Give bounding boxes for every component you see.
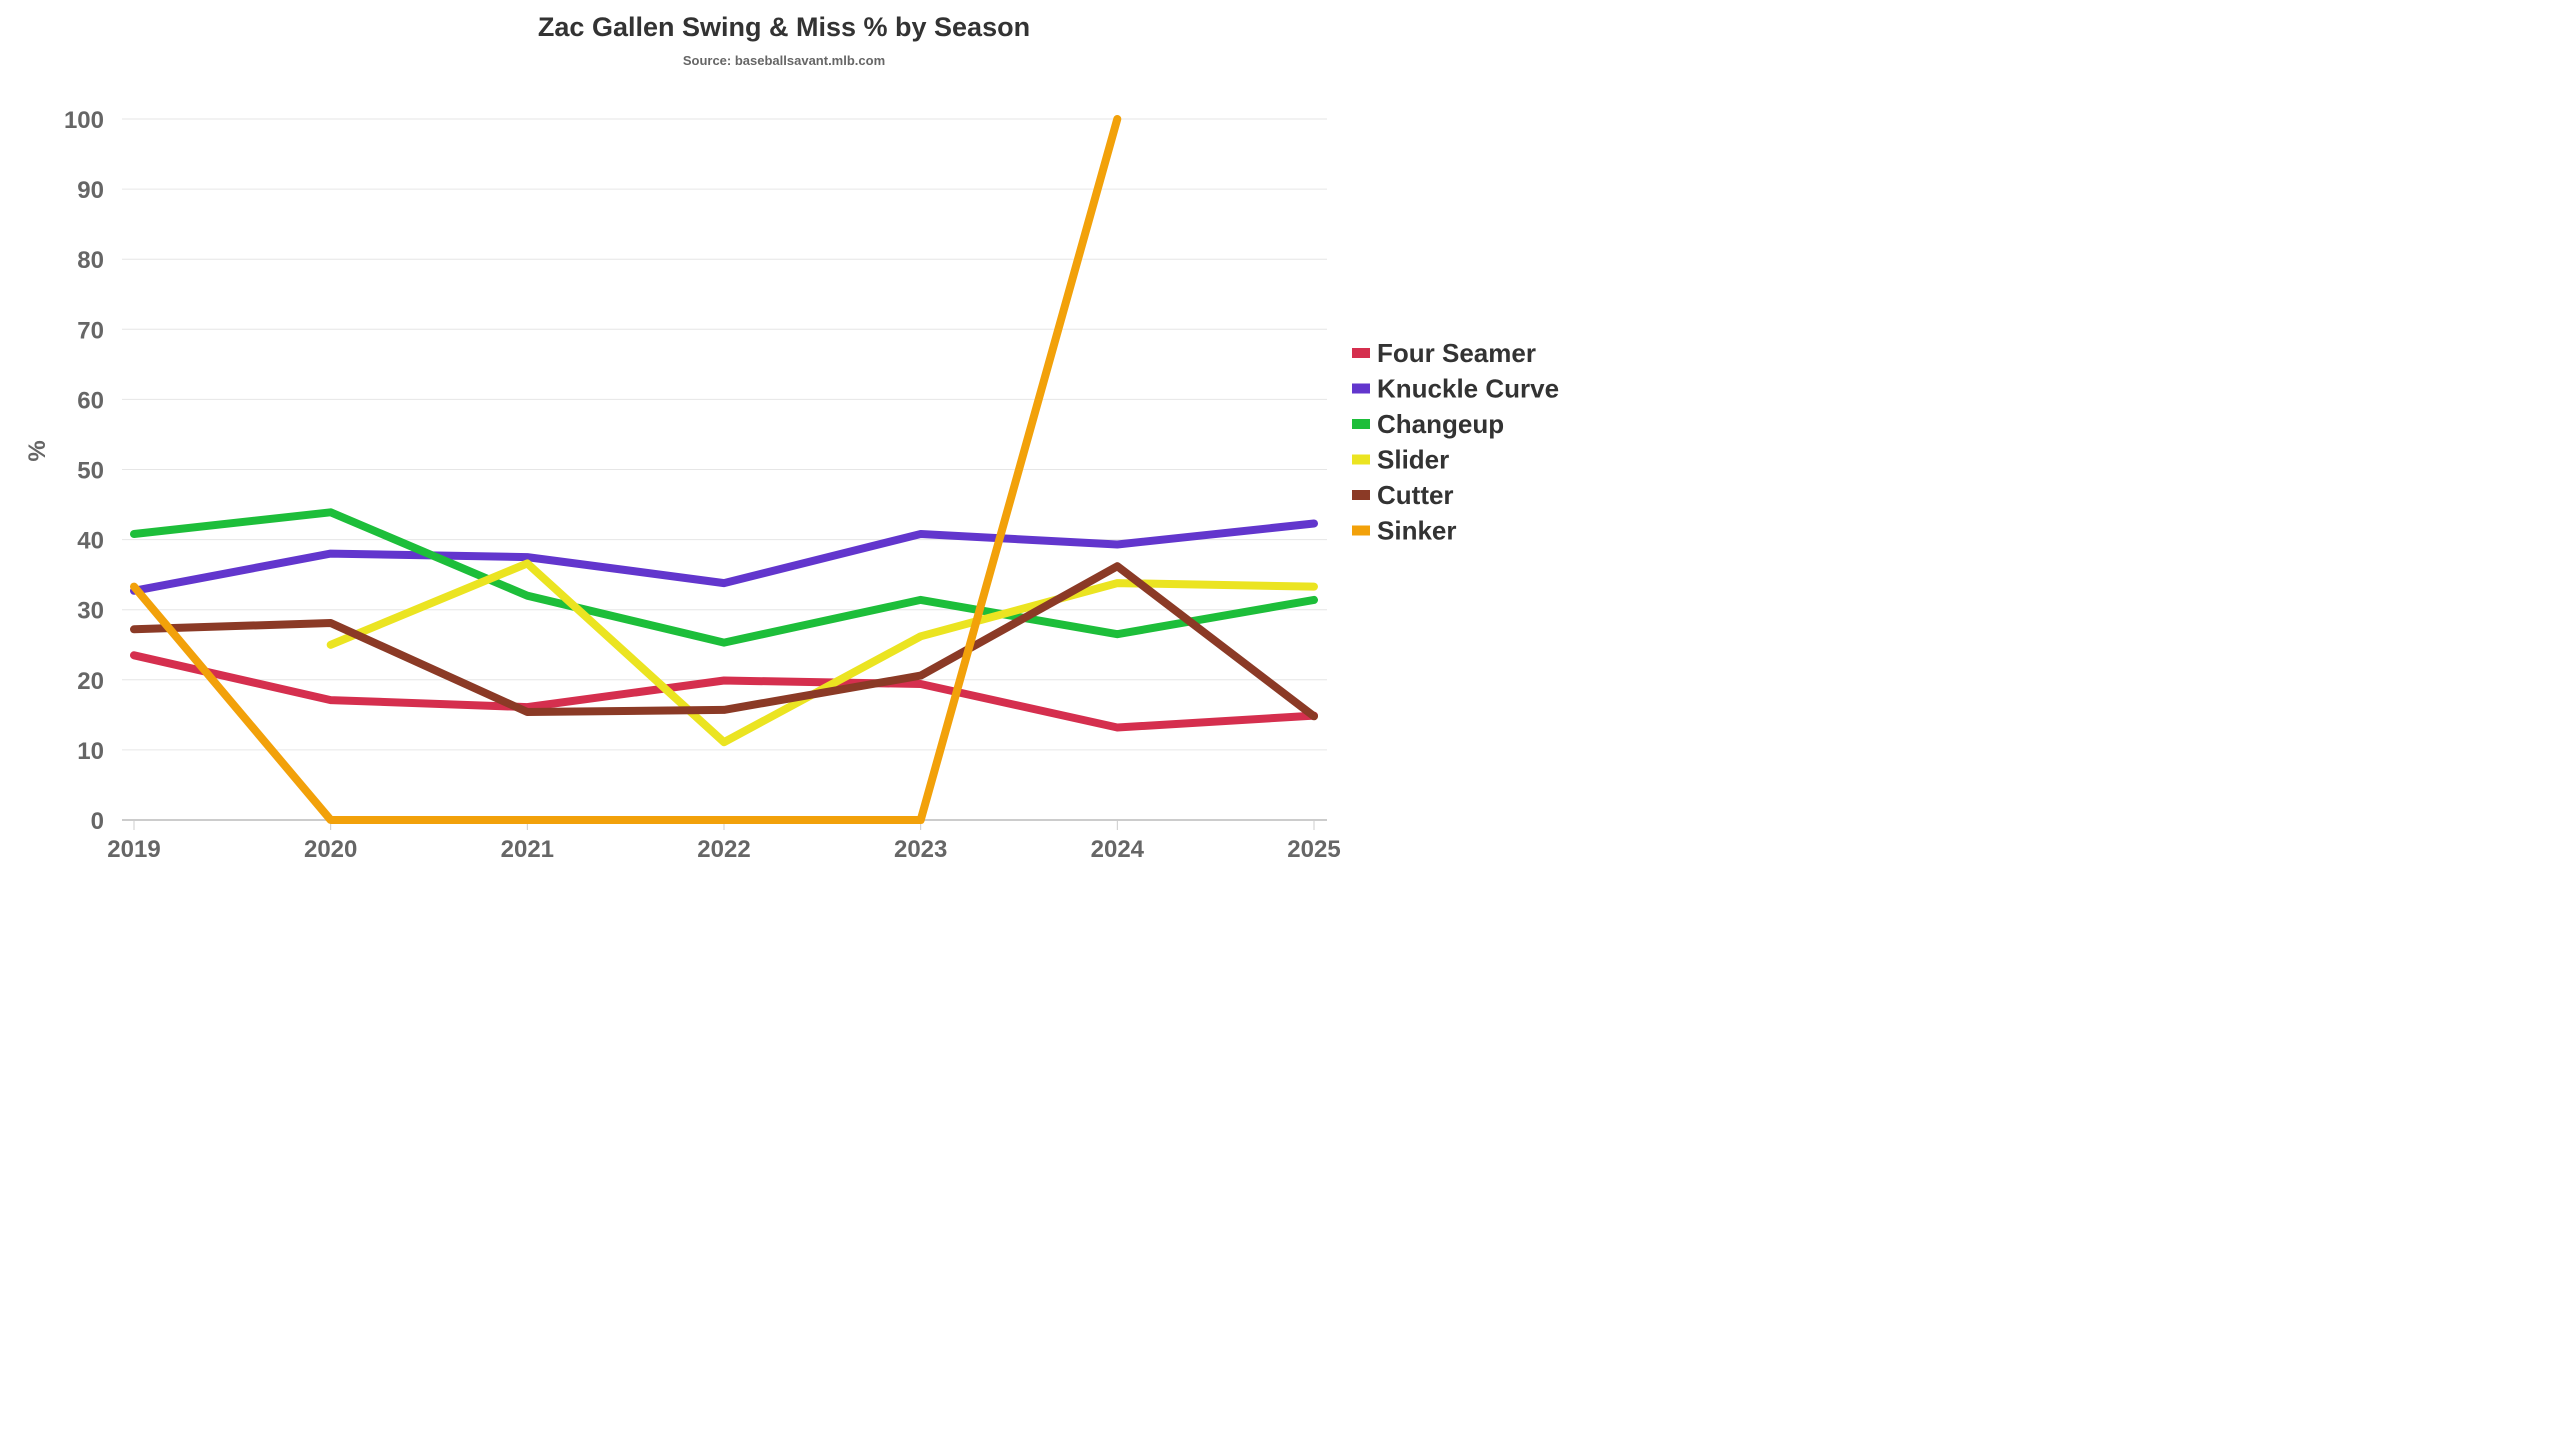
y-tick-label: 40: [77, 528, 104, 555]
y-tick-label: 50: [77, 458, 104, 485]
legend-swatch: [1352, 383, 1370, 394]
y-tick-label: 60: [77, 387, 104, 414]
series-line-changeup: [130, 508, 1318, 647]
y-tick-label: 0: [91, 808, 104, 835]
legend-swatch: [1352, 490, 1370, 500]
legend-item-slider[interactable]: Slider: [1352, 445, 1449, 475]
legend-item-changeup[interactable]: Changeup: [1352, 409, 1504, 439]
x-tick-label: 2024: [1091, 836, 1145, 863]
legend-label: Cutter: [1377, 480, 1454, 510]
series-line-knuckle-curve: [130, 519, 1318, 595]
x-tick-label: 2023: [894, 836, 947, 863]
grid-lines: [122, 118, 1327, 821]
x-tick-label: 2022: [697, 836, 750, 863]
series-line-sinker: [130, 115, 1122, 824]
y-tick-label: 100: [64, 107, 104, 134]
x-tick-label: 2025: [1287, 836, 1340, 863]
legend-swatch: [1352, 525, 1370, 536]
legend-item-cutter[interactable]: Cutter: [1352, 480, 1454, 510]
legend-swatch: [1352, 348, 1370, 358]
y-axis-label: %: [24, 440, 51, 461]
y-tick-label: 10: [77, 738, 104, 765]
series-lines: [130, 115, 1318, 824]
y-tick-label: 80: [77, 247, 104, 274]
legend-swatch: [1352, 454, 1370, 465]
y-tick-label: 90: [77, 177, 104, 204]
legend-swatch: [1352, 419, 1370, 429]
legend-label: Knuckle Curve: [1377, 374, 1559, 404]
y-tick-label: 30: [77, 598, 104, 625]
y-tick-label: 20: [77, 668, 104, 695]
x-axis-ticks: 2019 2020 2021 2022 2023 2024 2025: [107, 820, 1341, 863]
x-tick-label: 2021: [501, 836, 554, 863]
legend[interactable]: Four Seamer Knuckle Curve Changeup Slider Cu…: [1352, 338, 1559, 546]
y-tick-label: 70: [77, 317, 104, 344]
legend-label: Slider: [1377, 445, 1449, 475]
legend-label: Sinker: [1377, 516, 1457, 546]
series-line-four-seamer: [130, 651, 1318, 732]
legend-item-sinker[interactable]: Sinker: [1352, 516, 1457, 546]
x-tick-label: 2020: [304, 836, 357, 863]
legend-label: Four Seamer: [1377, 338, 1536, 368]
series-line-cutter: [130, 562, 1318, 721]
series-line-slider: [326, 559, 1318, 747]
y-axis-ticks: 0 10 20 30 40 50 60 70 80 90 100: [64, 107, 104, 835]
chart-subtitle: Source: baseballsavant.mlb.com: [683, 53, 885, 68]
line-chart: Zac Gallen Swing & Miss % by Season Sour…: [24, 12, 1559, 863]
legend-item-four-seamer[interactable]: Four Seamer: [1352, 338, 1536, 368]
chart-title: Zac Gallen Swing & Miss % by Season: [538, 12, 1030, 42]
legend-item-knuckle-curve[interactable]: Knuckle Curve: [1352, 374, 1559, 404]
legend-label: Changeup: [1377, 409, 1504, 439]
x-tick-label: 2019: [107, 836, 160, 863]
